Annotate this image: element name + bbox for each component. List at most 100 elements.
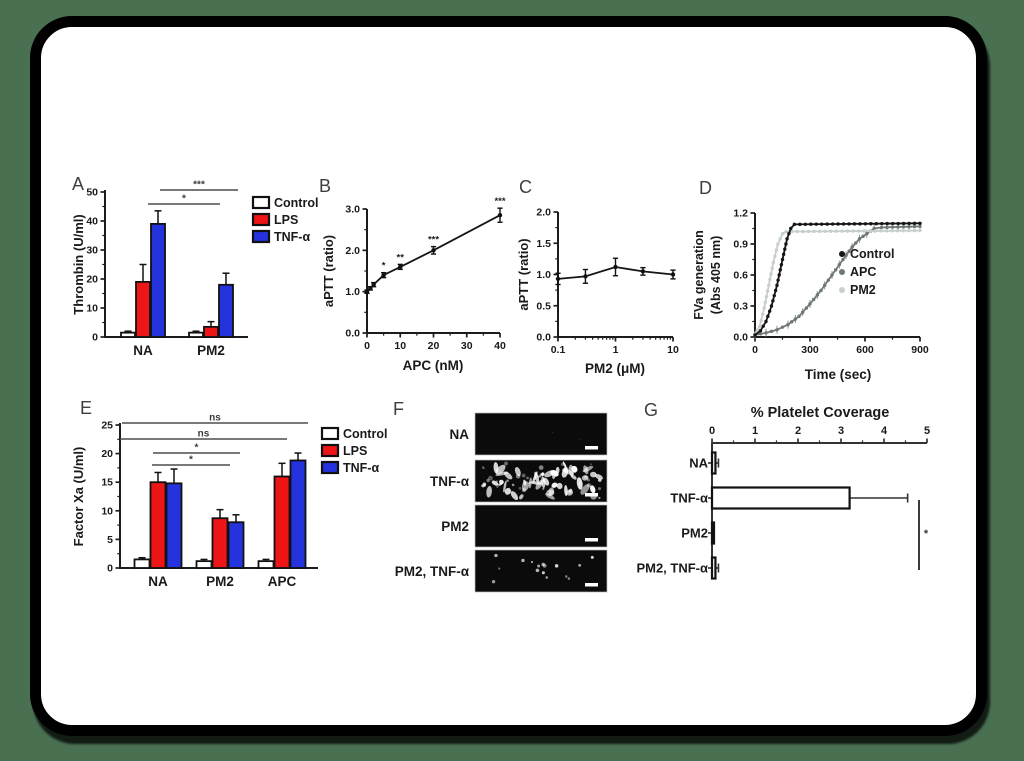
chart-B: 0.01.02.03.00 10 20 30 40*********APC (nM)aP… xyxy=(321,196,506,373)
marker xyxy=(795,229,800,234)
marker xyxy=(869,222,873,226)
marker xyxy=(769,329,774,334)
marker xyxy=(769,272,773,276)
marker xyxy=(895,229,900,233)
y-axis-title: aPTT (ratio) xyxy=(321,235,336,307)
x-tick-label: 0 xyxy=(709,425,715,437)
significance-label: * xyxy=(189,455,193,466)
x-tick-label: 10 xyxy=(667,344,679,356)
panel-c-label: C xyxy=(519,177,532,197)
panel-e-label: E xyxy=(80,398,93,418)
panel-f-label: F xyxy=(393,399,404,419)
data-point xyxy=(371,282,376,287)
x-tick-label: 0.1 xyxy=(551,344,566,356)
category-label: TNF-α xyxy=(670,491,708,506)
marker xyxy=(912,228,917,233)
y-tick-label: 0.9 xyxy=(733,239,748,251)
y-tick-label: 15 xyxy=(101,477,113,489)
marker xyxy=(755,328,759,332)
marker xyxy=(766,314,770,319)
marker xyxy=(758,332,763,336)
x-tick-label: 1 xyxy=(752,425,758,437)
x-tick-label: 10 xyxy=(394,340,406,352)
legend-label: APC xyxy=(850,265,876,279)
significance-label: ** xyxy=(397,252,405,263)
chart-G: % Platelet Coverage 0 1 2 3 4 5 NA TNF-α PM2 PM2, … xyxy=(636,405,930,580)
bar-NA-LPS xyxy=(149,481,167,569)
y-tick-label: 0.3 xyxy=(733,301,748,313)
marker xyxy=(778,237,782,241)
chart-F: NA TNF-α PM2 PM2, TNF-α xyxy=(395,412,608,593)
legend-label: PM2 xyxy=(850,283,876,297)
data-point xyxy=(497,213,503,218)
y-axis-title: aPTT (ratio) xyxy=(516,238,531,310)
series-line-APC xyxy=(754,225,921,336)
legend-label: LPS xyxy=(343,444,367,458)
y-tick-label: 0.0 xyxy=(733,332,748,344)
marker xyxy=(804,306,809,310)
bar-NA xyxy=(710,451,717,475)
marker xyxy=(764,319,768,324)
marker xyxy=(826,278,831,282)
marker xyxy=(834,229,839,233)
marker xyxy=(918,228,922,233)
significance-label: *** xyxy=(428,235,439,246)
marker xyxy=(847,222,851,226)
bar-APC-Control xyxy=(257,560,275,569)
panel-a-label: A xyxy=(72,174,85,194)
legend-marker-APC xyxy=(839,269,845,275)
category-label: PM2 xyxy=(206,574,234,589)
marker xyxy=(773,288,778,293)
bar-NA-Control xyxy=(120,331,136,338)
marker xyxy=(803,222,808,226)
marker xyxy=(778,268,782,272)
marker xyxy=(862,229,866,233)
marker xyxy=(918,221,922,226)
marker xyxy=(789,320,794,324)
micrograph-label: PM2, TNF-α xyxy=(395,564,470,579)
marker xyxy=(820,222,824,226)
marker xyxy=(758,329,763,333)
micrograph-label: PM2 xyxy=(441,519,469,534)
bar-PM2 xyxy=(710,521,716,545)
marker xyxy=(798,222,802,227)
scale-bar xyxy=(585,493,598,497)
marker xyxy=(809,222,813,226)
marker xyxy=(762,306,766,310)
legend-label: Control xyxy=(274,196,318,210)
marker xyxy=(819,288,823,293)
marker xyxy=(781,252,786,257)
bar-NA-Control xyxy=(133,558,151,569)
marker xyxy=(760,312,765,316)
chart-C: 0.0 0.5 1.0 1.5 2.0 0.1 1 10 PM2 (μM) aPTT (ratio… xyxy=(516,207,679,377)
marker xyxy=(879,225,884,230)
marker xyxy=(852,222,857,226)
marker xyxy=(771,260,776,265)
micrograph-label: TNF-α xyxy=(430,474,470,489)
marker xyxy=(761,324,765,328)
x-tick-label: 0 xyxy=(752,344,758,356)
chart-A: 0 10 20 30 40 50 NA PM2 Thrombin (U/ml) Control LP… xyxy=(71,180,318,359)
marker xyxy=(784,242,788,246)
marker xyxy=(776,278,780,282)
marker xyxy=(811,297,816,302)
y-axis-title: (Abs 405 nm) xyxy=(709,236,723,315)
marker xyxy=(767,283,771,288)
marker xyxy=(764,295,769,299)
marker xyxy=(896,221,900,226)
y-tick-label: 1.5 xyxy=(536,238,551,250)
bar-PM2-TNF-α xyxy=(218,283,234,338)
y-axis-title: Factor Xa (U/ml) xyxy=(71,447,86,547)
significance-label: * xyxy=(182,194,186,205)
y-tick-label: 20 xyxy=(86,274,98,286)
marker xyxy=(879,229,883,233)
x-tick-label: 40 xyxy=(494,340,506,352)
panel-g-platelet-coverage-chart: % Platelet Coverage 0 1 2 3 4 5 NA TNF-α PM2 PM2, … xyxy=(636,405,930,580)
marker xyxy=(767,309,772,313)
y-tick-label: 3.0 xyxy=(345,204,360,216)
y-tick-label: 25 xyxy=(101,420,113,432)
marker xyxy=(806,229,811,234)
marker xyxy=(812,229,816,234)
y-tick-label: 0 xyxy=(107,563,113,575)
